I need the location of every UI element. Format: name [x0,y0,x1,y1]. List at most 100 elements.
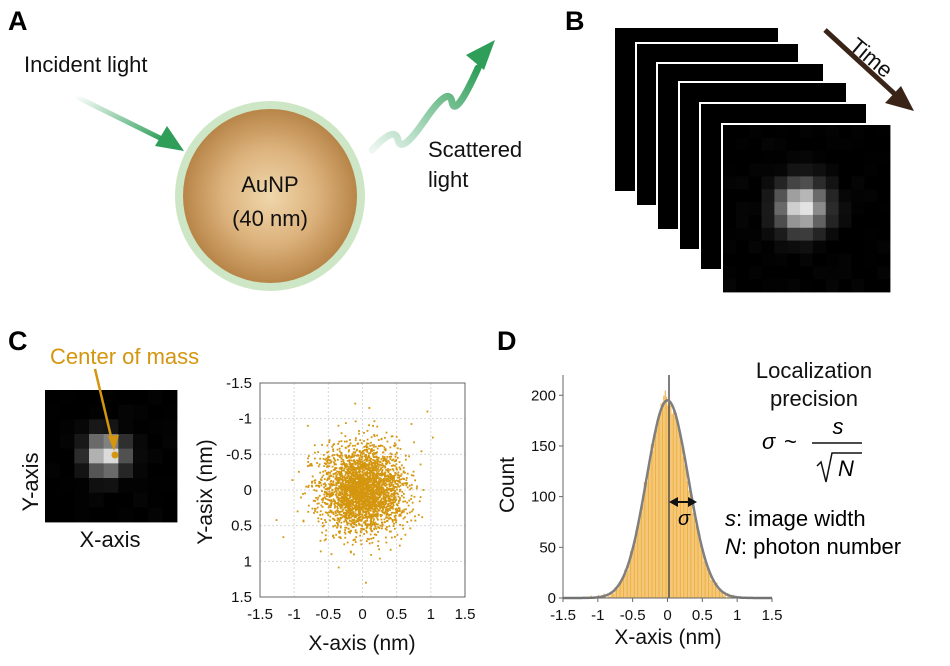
y-tick-label: 50 [539,539,556,556]
data-point [340,452,343,454]
data-point [321,444,324,446]
data-point [385,507,388,510]
histogram-bars [590,390,744,598]
data-point [333,484,336,486]
data-point [330,479,333,482]
data-point [392,519,394,521]
data-point [340,471,342,474]
data-point [361,467,363,470]
scatter-x-axis-title: X-axis (nm) [308,632,415,655]
data-point [362,521,365,524]
pixel [118,492,134,508]
precision-title-1: Localization [756,358,872,383]
data-point [390,507,393,510]
data-point [375,486,378,489]
data-point [349,486,351,489]
data-point [375,470,378,473]
data-point [323,462,326,465]
histogram-bar [638,523,640,598]
data-point [395,498,398,501]
data-point [391,505,394,508]
data-point [380,480,383,483]
data-point [297,470,300,473]
data-point [339,517,342,519]
data-point [317,502,320,505]
data-point [366,458,369,461]
data-point [383,457,386,460]
data-point [341,454,344,457]
data-point [363,480,366,483]
data-point [369,520,372,523]
data-point [367,481,370,484]
data-point [412,474,415,477]
data-point [376,458,378,461]
data-point [351,493,354,495]
data-point [394,498,396,501]
pixel [723,125,737,139]
pixel [162,478,178,494]
pixel [45,478,61,494]
data-point [385,536,387,539]
data-point [389,481,392,484]
data-point [383,504,386,507]
data-point [339,491,342,494]
histogram-bar [696,529,698,598]
data-point [327,450,330,453]
data-point [371,453,374,455]
data-point [394,500,397,502]
data-point [368,498,371,501]
data-point [323,496,326,499]
data-point [395,479,398,482]
data-point [346,477,349,480]
data-point [348,502,351,505]
histogram-bar [664,390,666,598]
data-point [355,495,358,498]
data-point [325,503,327,505]
data-point [401,483,404,485]
data-point [385,499,388,502]
data-point [347,445,350,448]
data-point [334,467,337,469]
data-point [367,452,370,455]
data-point [377,492,380,495]
data-point [384,508,387,511]
pixel [723,163,737,177]
data-point [361,490,364,493]
data-point [378,487,380,490]
data-point [328,439,331,442]
data-point [382,508,384,511]
data-point [326,512,329,514]
data-point [399,481,402,484]
formula-denominator: N [838,456,854,481]
data-point [349,550,352,553]
data-point [384,511,386,514]
data-point [351,500,354,503]
histogram-bar [682,456,684,598]
data-point [333,462,336,465]
data-point [317,451,320,453]
data-point [353,480,356,483]
data-point [386,462,388,465]
data-point [341,499,344,502]
pixel [812,240,827,254]
data-point [311,507,314,510]
data-point [397,502,400,504]
data-point [358,460,361,463]
data-point [399,497,401,499]
data-point [404,471,406,474]
data-point [380,505,383,508]
data-point [392,494,395,496]
data-point [358,484,360,487]
data-point [394,492,397,495]
data-point [365,444,368,447]
data-point [310,462,313,465]
data-point [392,484,395,486]
incident-light-arrow [73,93,184,151]
data-point [351,456,353,458]
data-point [323,491,326,493]
data-point [375,503,377,506]
data-point [359,460,362,463]
scatter-y-ticks: -1.5-1-0.500.511.5 [226,375,252,606]
data-point [308,464,311,467]
